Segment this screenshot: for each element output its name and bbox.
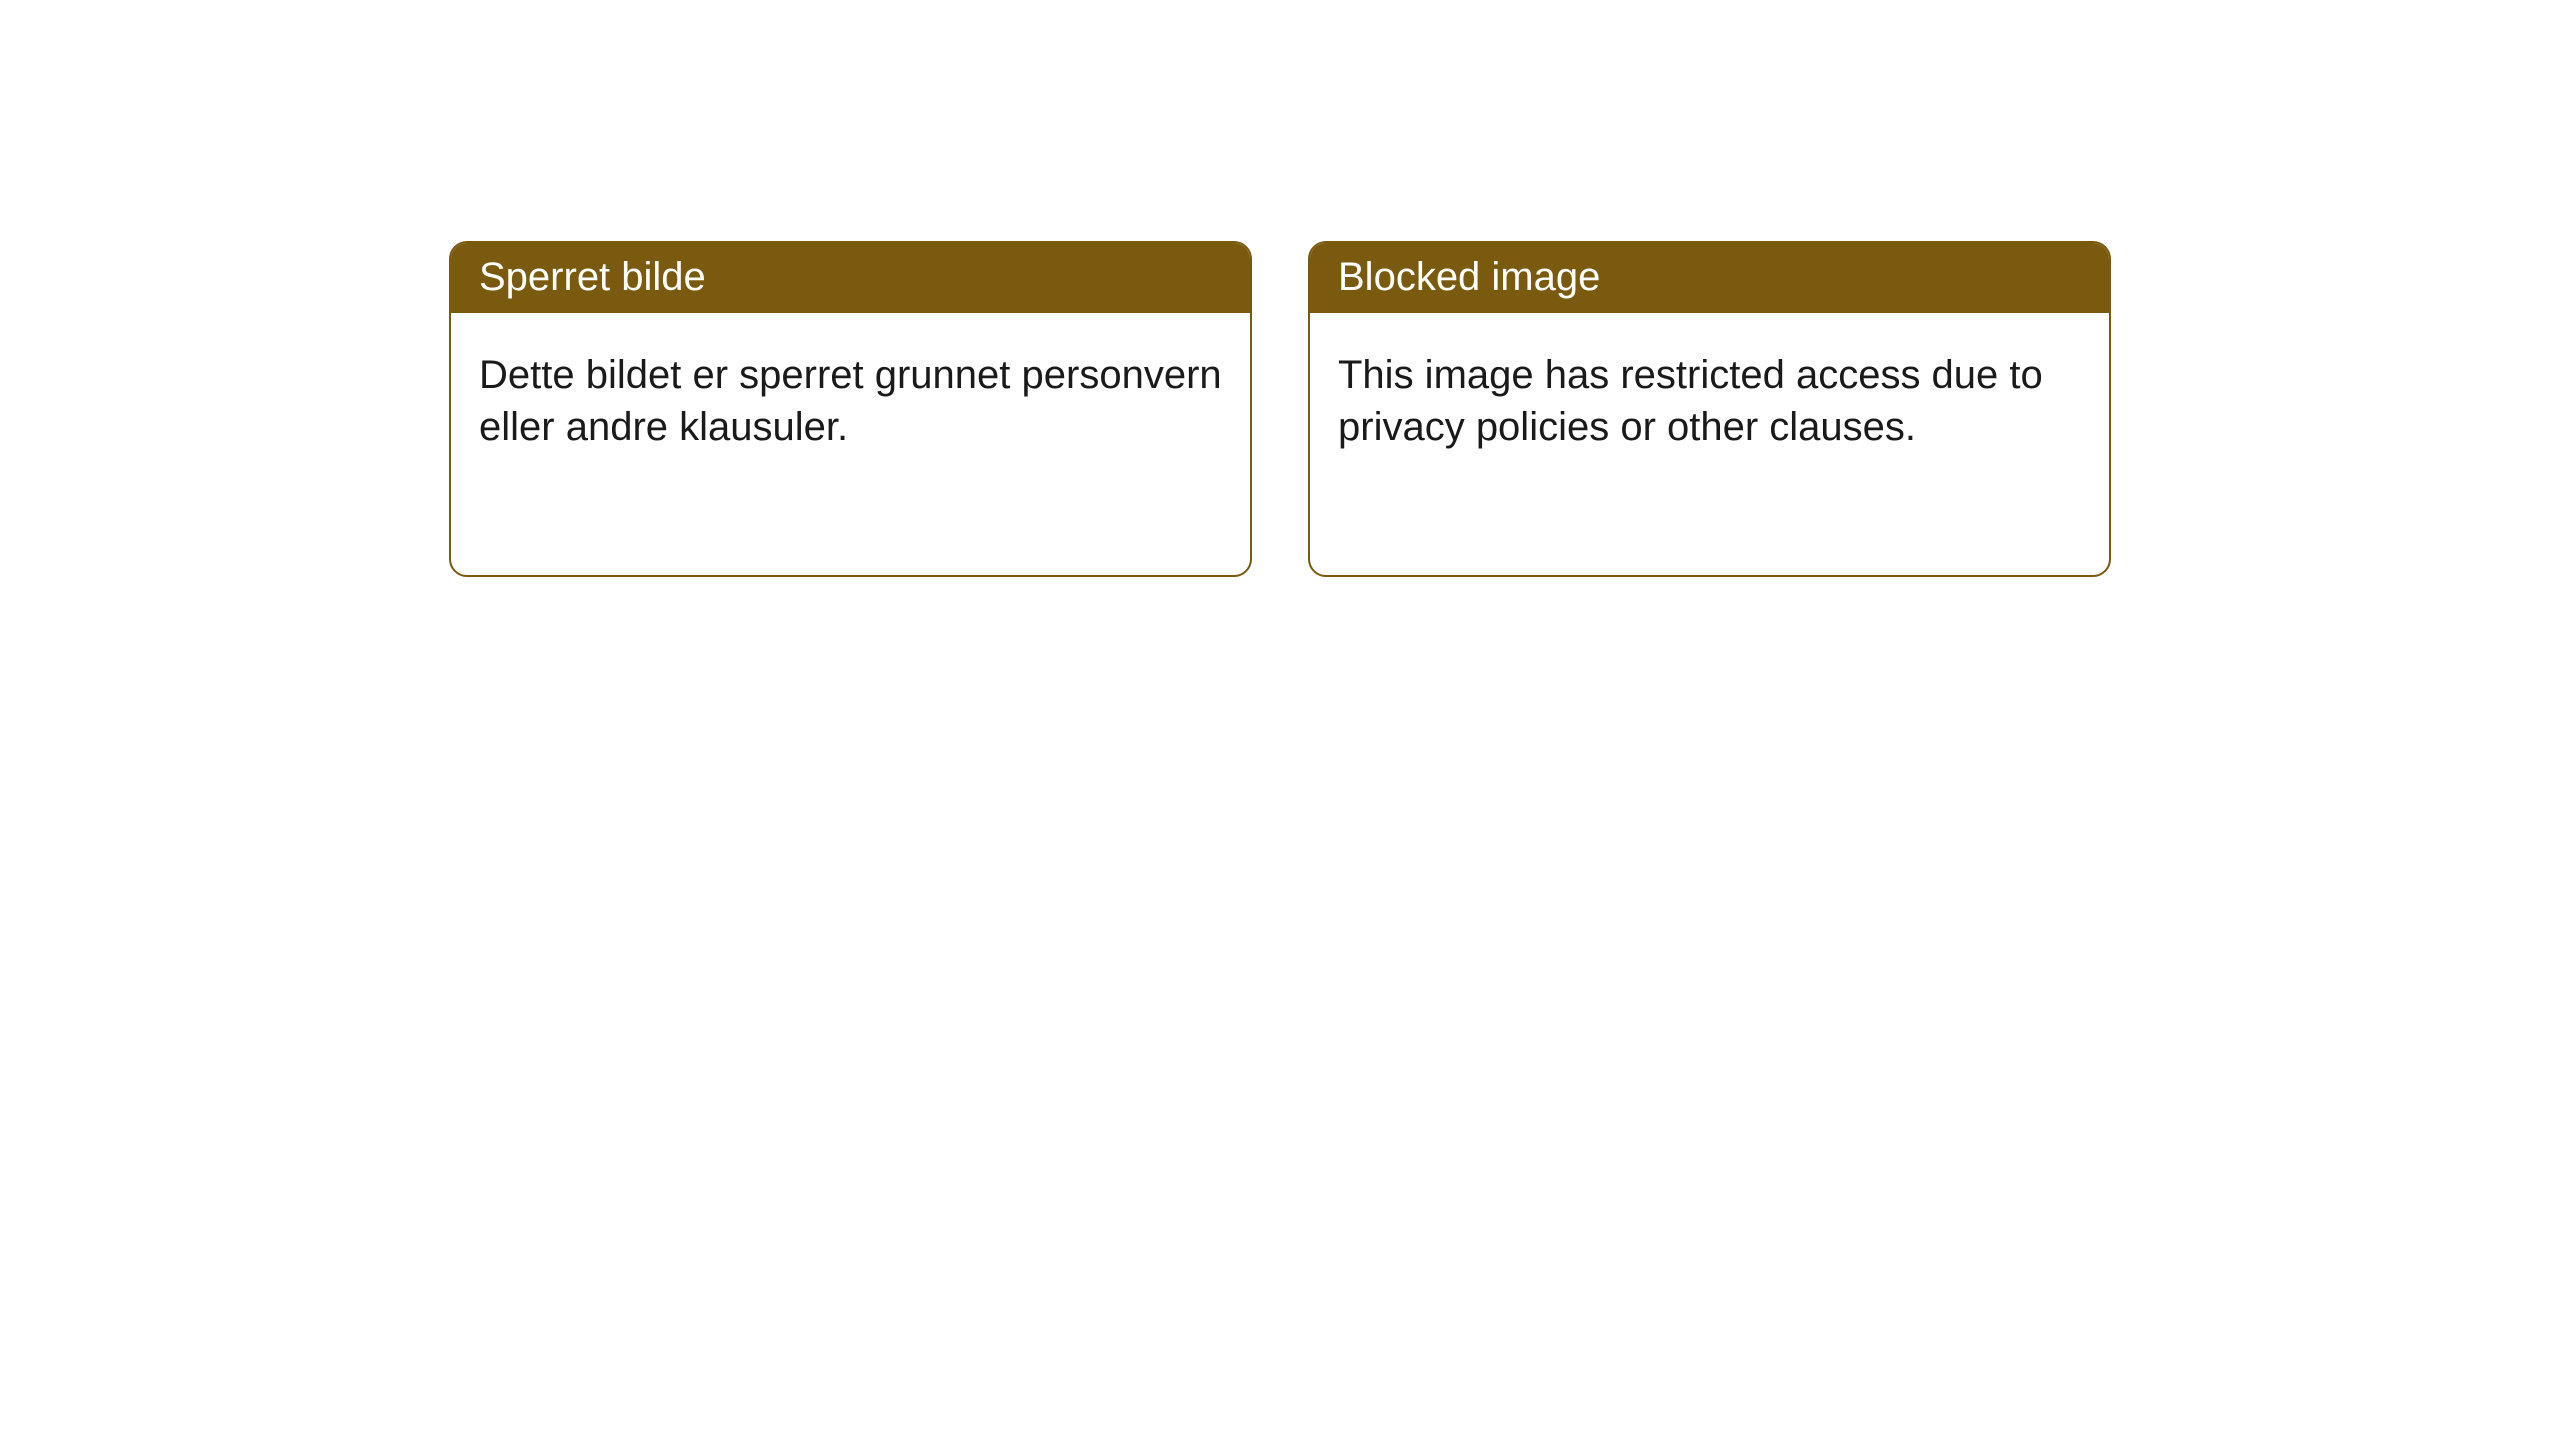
notice-message: This image has restricted access due to … — [1338, 353, 2043, 449]
notice-body: Dette bildet er sperret grunnet personve… — [451, 313, 1250, 489]
notice-header: Sperret bilde — [451, 243, 1250, 313]
notice-header: Blocked image — [1310, 243, 2109, 313]
notice-title: Sperret bilde — [479, 255, 706, 299]
notice-card-norwegian: Sperret bilde Dette bildet er sperret gr… — [449, 241, 1252, 577]
notice-message: Dette bildet er sperret grunnet personve… — [479, 353, 1222, 449]
notice-container: Sperret bilde Dette bildet er sperret gr… — [0, 0, 2560, 577]
notice-title: Blocked image — [1338, 255, 1600, 299]
notice-body: This image has restricted access due to … — [1310, 313, 2109, 489]
notice-card-english: Blocked image This image has restricted … — [1308, 241, 2111, 577]
